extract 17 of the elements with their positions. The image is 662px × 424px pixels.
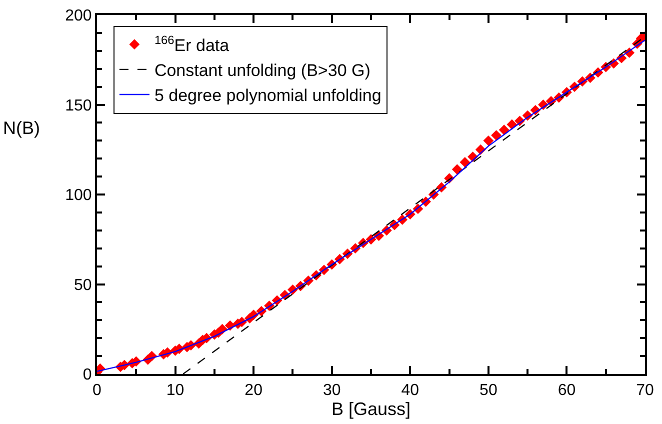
x-tick-label: 20 [244,382,263,400]
x-tick-label: 30 [322,382,341,400]
y-axis-title: N(B) [3,118,40,138]
y-tick-label: 0 [82,366,92,384]
y-tick-label: 100 [65,187,92,204]
y-tick-label: 50 [74,276,92,294]
y-tick-label: 200 [65,8,92,25]
x-tick-label: 50 [480,382,498,400]
x-tick-label: 60 [558,382,576,400]
x-tick-label: 70 [636,382,654,400]
legend-label: $^{166}$Er data [154,32,230,55]
x-tick-label: 40 [401,382,420,400]
x-tick-label: 10 [166,382,184,400]
legend-label: 5 degree polynomial unfolding [154,86,382,106]
legend-label: Constant unfolding (B>30 G) [154,61,370,80]
x-axis-title: B [Gauss] [331,399,411,420]
y-tick-label: 150 [65,97,92,114]
